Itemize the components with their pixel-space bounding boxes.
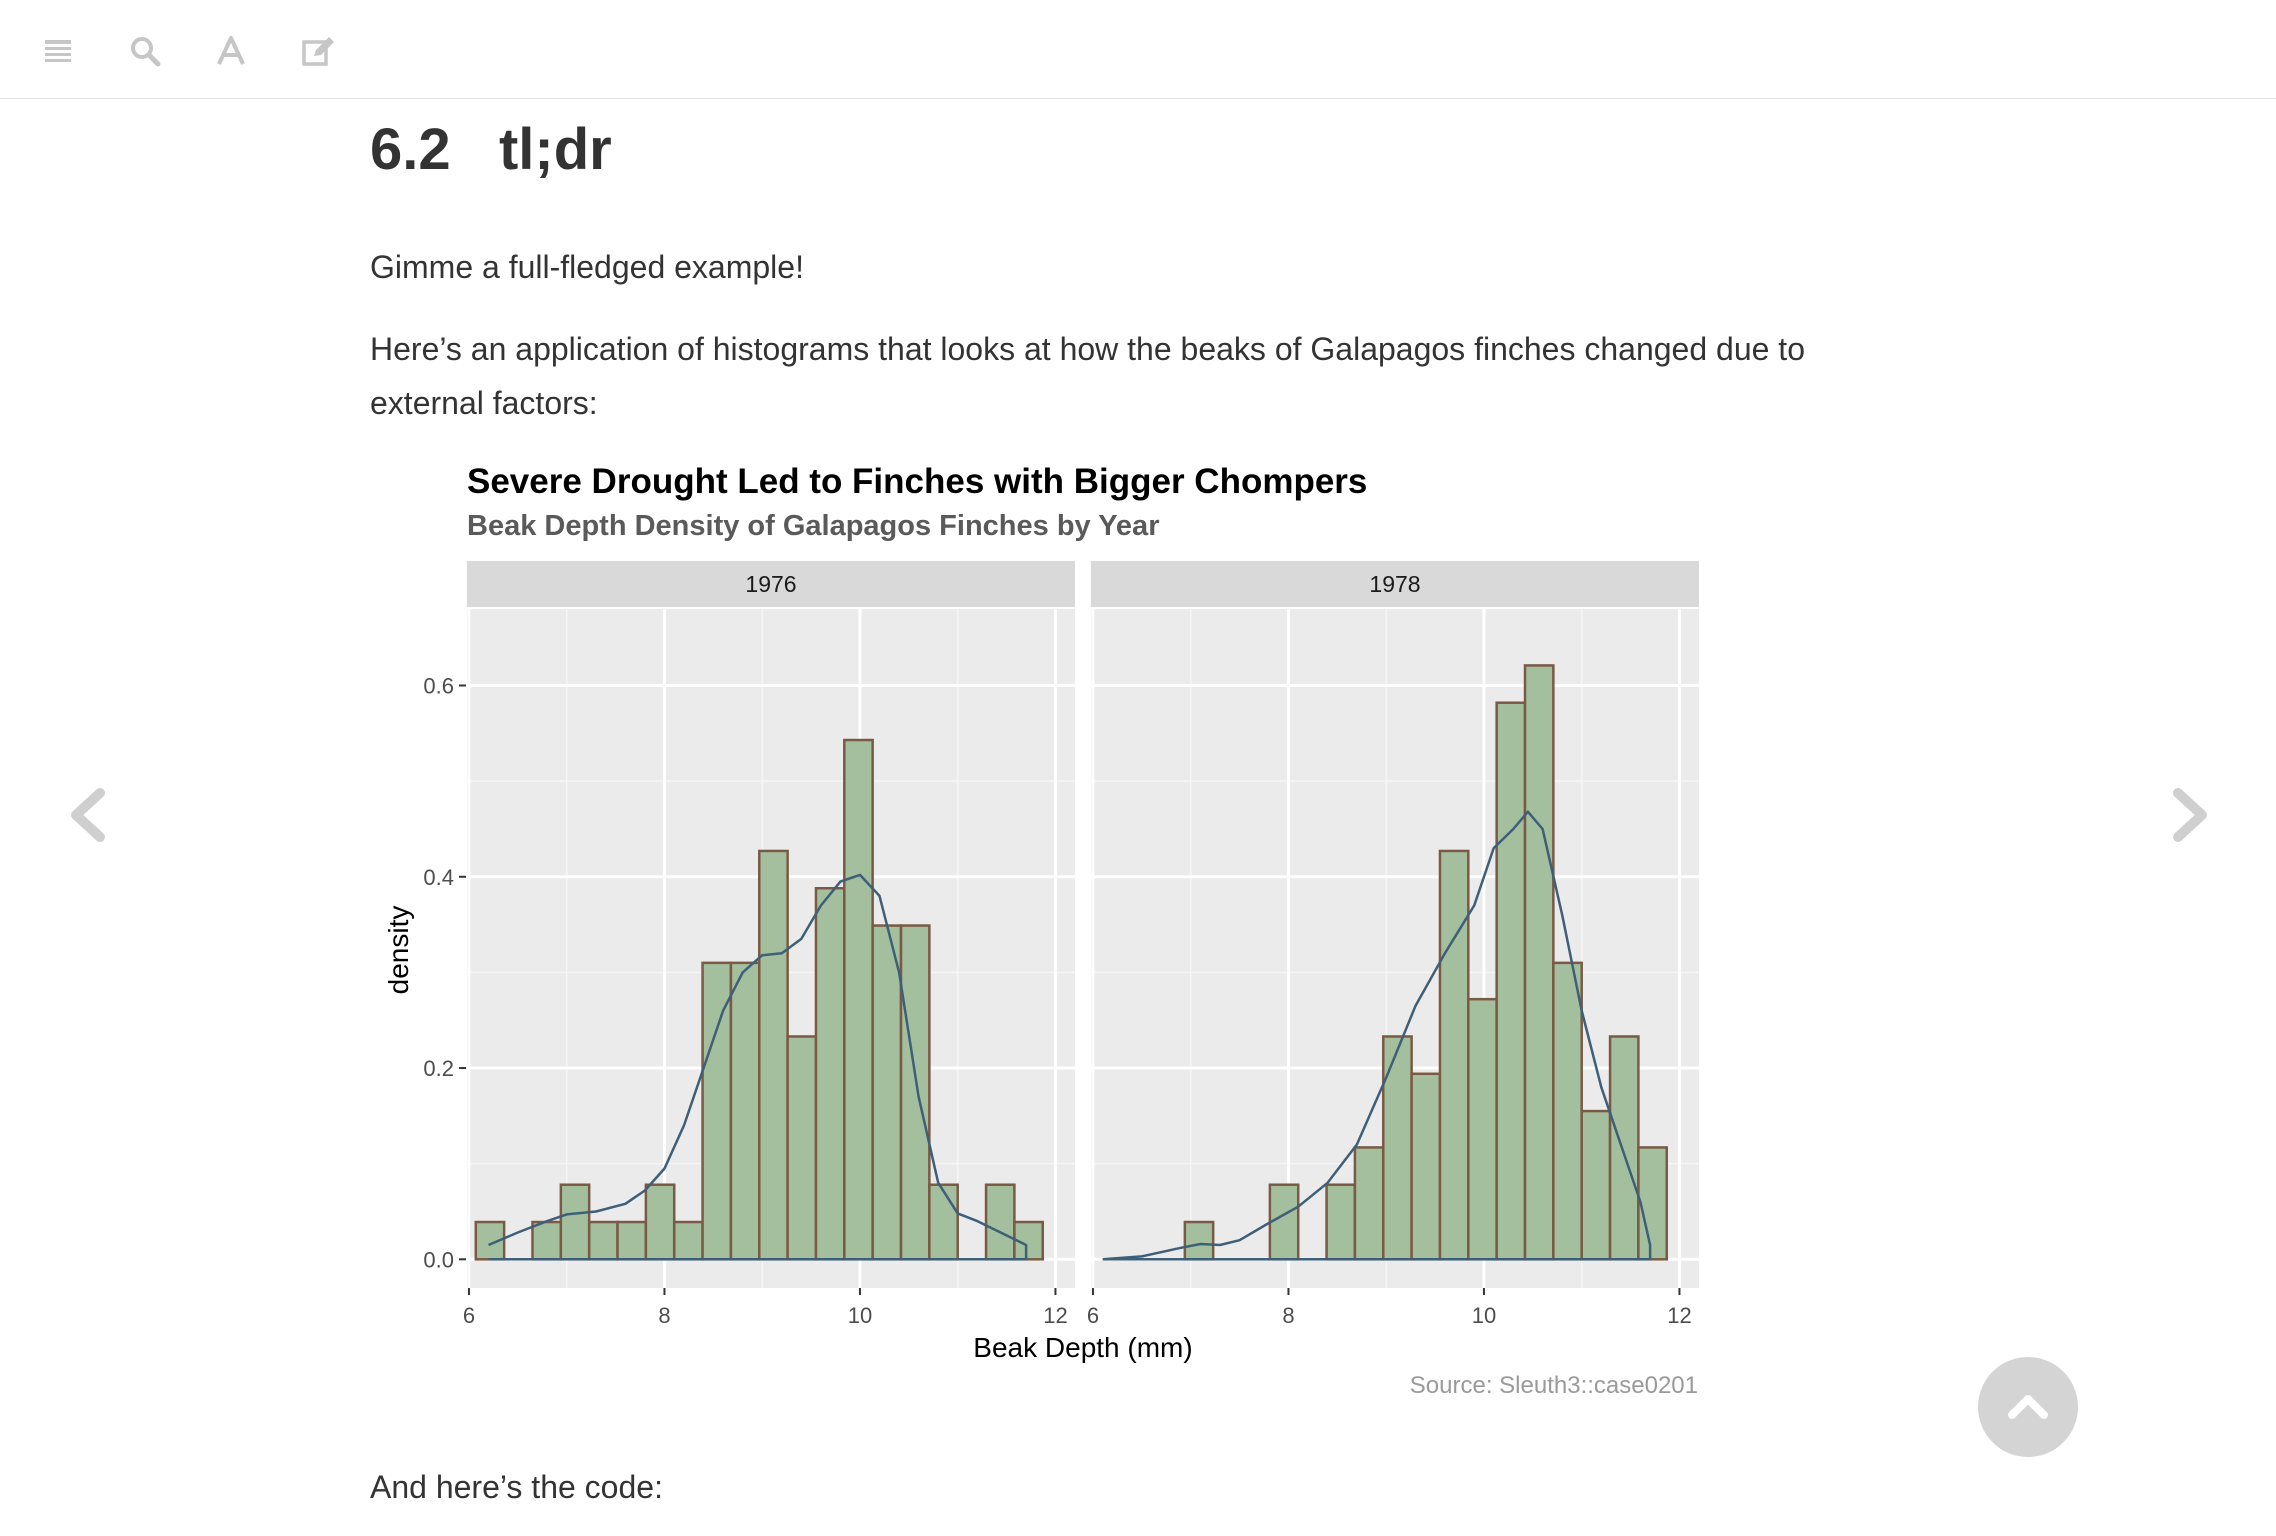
histogram-bar: [1183, 1220, 1215, 1261]
facet-strip-label: 1978: [1369, 571, 1420, 597]
histogram-chart: 1976 6 8 10 12 1978 6 8 10 12 0.0 0.2 0.4 0.6 Beak Dep…: [383, 561, 1699, 1363]
histogram-bar: [843, 738, 874, 1261]
histogram-bar: [814, 887, 846, 1261]
histogram-bar: [559, 1183, 591, 1261]
facet-strip: [467, 561, 1075, 607]
histogram-bar: [1608, 1035, 1640, 1261]
x-tick-label: 6: [463, 1303, 475, 1328]
x-tick-label: 12: [1043, 1303, 1067, 1328]
x-tick-label: 12: [1667, 1303, 1691, 1328]
facet-strip: [1091, 561, 1699, 607]
histogram-bar: [1637, 1146, 1668, 1261]
chart-caption: Source: Sleuth3::case0201: [1409, 1372, 1698, 1399]
histogram-bar: [758, 849, 789, 1261]
histogram-bar: [1268, 1183, 1300, 1261]
paragraph-intro: Gimme a full-fledged example!: [370, 249, 804, 285]
y-tick-label: 0.2: [423, 1056, 454, 1081]
x-tick-label: 8: [658, 1303, 670, 1328]
section-title: tl;dr: [498, 117, 612, 182]
histogram-bar: [616, 1220, 648, 1261]
y-tick-label: 0.6: [423, 674, 454, 699]
chart-title: Severe Drought Led to Finches with Bigge…: [467, 462, 1368, 501]
histogram-bar: [531, 1220, 563, 1261]
histogram-bar: [1382, 1035, 1413, 1261]
histogram-bar: [729, 961, 761, 1261]
next-page-icon[interactable]: [2158, 785, 2218, 845]
paragraph-description-line1: Here’s an application of histograms that…: [370, 331, 1805, 367]
histogram-bar: [1438, 849, 1470, 1261]
font-icon[interactable]: [208, 28, 254, 74]
previous-page-icon[interactable]: [60, 785, 120, 845]
histogram-bar: [587, 1220, 619, 1261]
histogram-bar: [1523, 664, 1555, 1261]
x-tick-label: 6: [1087, 1303, 1099, 1328]
histogram-bar: [701, 961, 733, 1261]
histogram-bar: [1410, 1072, 1442, 1261]
histogram-bar: [984, 1183, 1016, 1261]
y-axis-title: density: [383, 906, 414, 995]
x-tick-label: 10: [1472, 1303, 1496, 1328]
histogram-bar: [928, 1183, 959, 1261]
histogram-bar: [1353, 1146, 1385, 1261]
histogram-bar: [899, 924, 931, 1261]
x-tick-label: 8: [1282, 1303, 1294, 1328]
search-icon[interactable]: [122, 28, 168, 74]
x-tick-label: 10: [848, 1303, 872, 1328]
paragraph-code-intro: And here’s the code:: [370, 1469, 663, 1505]
section-heading: 6.2 tl;dr: [370, 116, 612, 183]
histogram-bar: [1325, 1183, 1357, 1261]
histogram-bar: [1552, 961, 1583, 1261]
histogram-bar: [1580, 1109, 1612, 1261]
y-tick-label: 0.0: [423, 1247, 454, 1272]
density-curve: [1102, 810, 1652, 1261]
top-toolbar: [0, 0, 2276, 99]
histogram-bar: [1495, 701, 1527, 1261]
chart-subtitle: Beak Depth Density of Galapagos Finches …: [467, 510, 1160, 542]
histogram-bar: [672, 1220, 704, 1261]
section-number: 6.2: [370, 117, 451, 182]
menu-icon[interactable]: [35, 28, 81, 74]
paragraph-description-line2: external factors:: [370, 385, 598, 421]
histogram-bar: [1467, 997, 1498, 1261]
density-curve: [488, 873, 1028, 1261]
chevron-up-icon: [2008, 1395, 2048, 1419]
edit-icon[interactable]: [296, 28, 342, 74]
histogram-bar: [871, 924, 903, 1261]
histogram-bar: [644, 1183, 676, 1261]
facet-strip-label: 1976: [745, 571, 796, 597]
histogram-bar: [786, 1035, 818, 1261]
scroll-to-top-button[interactable]: [1978, 1357, 2078, 1457]
y-tick-label: 0.4: [423, 865, 454, 890]
x-axis-title: Beak Depth (mm): [973, 1332, 1192, 1363]
